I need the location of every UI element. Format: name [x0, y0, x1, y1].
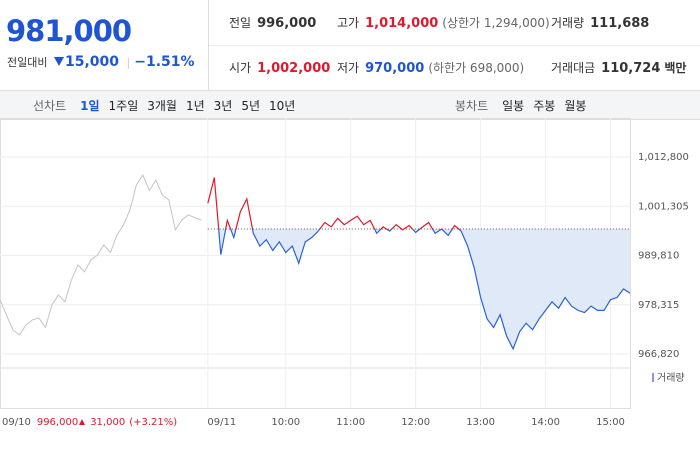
chart: 966,820 978,315 989,810 1,001,305 1,012,800 0… [0, 118, 689, 428]
current-price: 981,000 [6, 14, 132, 48]
stat-value: 970,000 [365, 61, 425, 76]
y-tick-label: 1,001,305 [638, 201, 689, 212]
stat-note: (하한가 698,000) [428, 61, 525, 75]
tab[interactable]: 3개월 [147, 99, 177, 113]
prev-info-part: 31,000 [90, 417, 125, 428]
tab[interactable]: 월봉 [564, 99, 587, 113]
stat-label: 시가 [229, 61, 252, 75]
tab-group-label: 선차트 [33, 99, 67, 113]
x-tick-label: 15:00 [596, 417, 625, 428]
x-tick-label: 11:00 [336, 417, 365, 428]
tab[interactable]: 1년 [185, 99, 205, 113]
prev-info: 09/10 996,000 31,000 (+3.21%) [2, 417, 177, 428]
price-line-prev [0, 173, 202, 336]
legend-swatch [652, 373, 654, 382]
stat: 저가 970,000 (하한가 698,000) [337, 59, 524, 76]
change-rate: −1.51% [134, 54, 195, 70]
stat: 거래대금 110,724 백만 [551, 59, 686, 76]
x-tick-label: 09/11 [207, 417, 236, 428]
y-tick-label: 989,810 [638, 251, 679, 262]
tab-bar: 선차트 1일 1주일 3개월 1년 3년 5년 10년 봉차트 일봉 주봉 월봉 [0, 90, 700, 120]
x-tick-label: 10:00 [271, 417, 300, 428]
prev-info-part: (+3.21%) [129, 417, 177, 428]
y-tick-label: 1,012,800 [638, 152, 689, 163]
tab[interactable]: 5년 [241, 99, 261, 113]
legend-label: 거래량 [657, 372, 685, 384]
stat-value: 1,002,000 [257, 61, 331, 76]
stat-label: 고가 [337, 16, 360, 30]
stat: 고가 1,014,000 (상한가 1,294,000) [337, 14, 550, 31]
plot-frame [0, 118, 631, 409]
stat-value: 996,000 [257, 16, 317, 31]
tab[interactable]: 1일 [80, 99, 100, 113]
stat-note: (상한가 1,294,000) [442, 16, 550, 30]
stat-label: 저가 [337, 61, 360, 75]
x-tick-label: 13:00 [466, 417, 495, 428]
tab[interactable]: 1주일 [108, 99, 139, 113]
change-label: 전일대비 [7, 56, 48, 69]
tab[interactable]: 일봉 [502, 99, 525, 113]
down-icon [53, 57, 64, 66]
prev-info-part: 09/10 [2, 417, 31, 428]
change: 15,000 [64, 54, 120, 70]
tab[interactable]: 10년 [269, 99, 296, 113]
stat: 시가 1,002,000 [229, 59, 330, 76]
change-row: 전일대비 15,000 | −1.51% [7, 54, 195, 70]
stat-unit: 백만 [664, 61, 687, 75]
y-tick-label: 978,315 [638, 300, 679, 311]
stats: 전일 996,000 고가 1,014,000 (상한가 1,294,000) 거래량 11… [208, 0, 700, 90]
stat-label: 거래량 [551, 16, 585, 30]
stat-label: 거래대금 [551, 61, 596, 75]
x-tick-label: 12:00 [401, 417, 430, 428]
below-reference-area [218, 228, 630, 349]
tab-group-label: 봉차트 [455, 99, 489, 113]
stat-value: 1,014,000 [365, 16, 439, 31]
x-tick-label: 14:00 [531, 417, 560, 428]
prev-info-part: 996,000 [37, 417, 78, 428]
up-icon [79, 419, 85, 425]
stat: 거래량 111,688 [551, 14, 649, 31]
stat: 전일 996,000 [229, 14, 316, 31]
stat-value: 110,724 [601, 61, 661, 76]
price-line-down [218, 228, 631, 351]
y-tick-label: 966,820 [638, 349, 679, 360]
stat-value: 111,688 [590, 16, 650, 31]
stat-label: 전일 [229, 16, 252, 30]
tab[interactable]: 주봉 [533, 99, 556, 113]
tab[interactable]: 3년 [213, 99, 233, 113]
